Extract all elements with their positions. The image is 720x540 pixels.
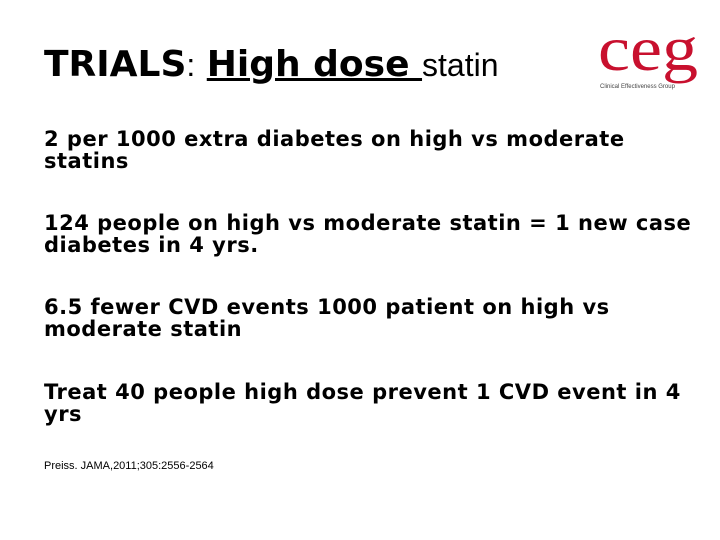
bullet-text: Treat 40 people high dose prevent 1 CVD … [44, 380, 681, 426]
logo-tagline: Clinical Effectiveness Group [600, 84, 676, 90]
bullet-text: 6.5 fewer CVD events 1000 patient on hig… [44, 295, 610, 341]
reference: Preiss. JAMA,2011;305:2556-2564 [44, 460, 214, 472]
title-text: statin [422, 47, 499, 83]
logo: ceg Clinical Effectiveness Group [598, 18, 698, 90]
bullet-text: 124 people on high vs moderate statin = … [44, 211, 692, 257]
slide-title: TRIALS: High dose statin [44, 44, 499, 85]
logo-text: ceg [598, 18, 698, 84]
title-text: TRIALS [44, 44, 187, 85]
bullet-text: 2 per 1000 extra diabetes on high vs mod… [44, 127, 625, 173]
title-text: High dose [206, 44, 423, 85]
title-text: : [186, 47, 196, 83]
